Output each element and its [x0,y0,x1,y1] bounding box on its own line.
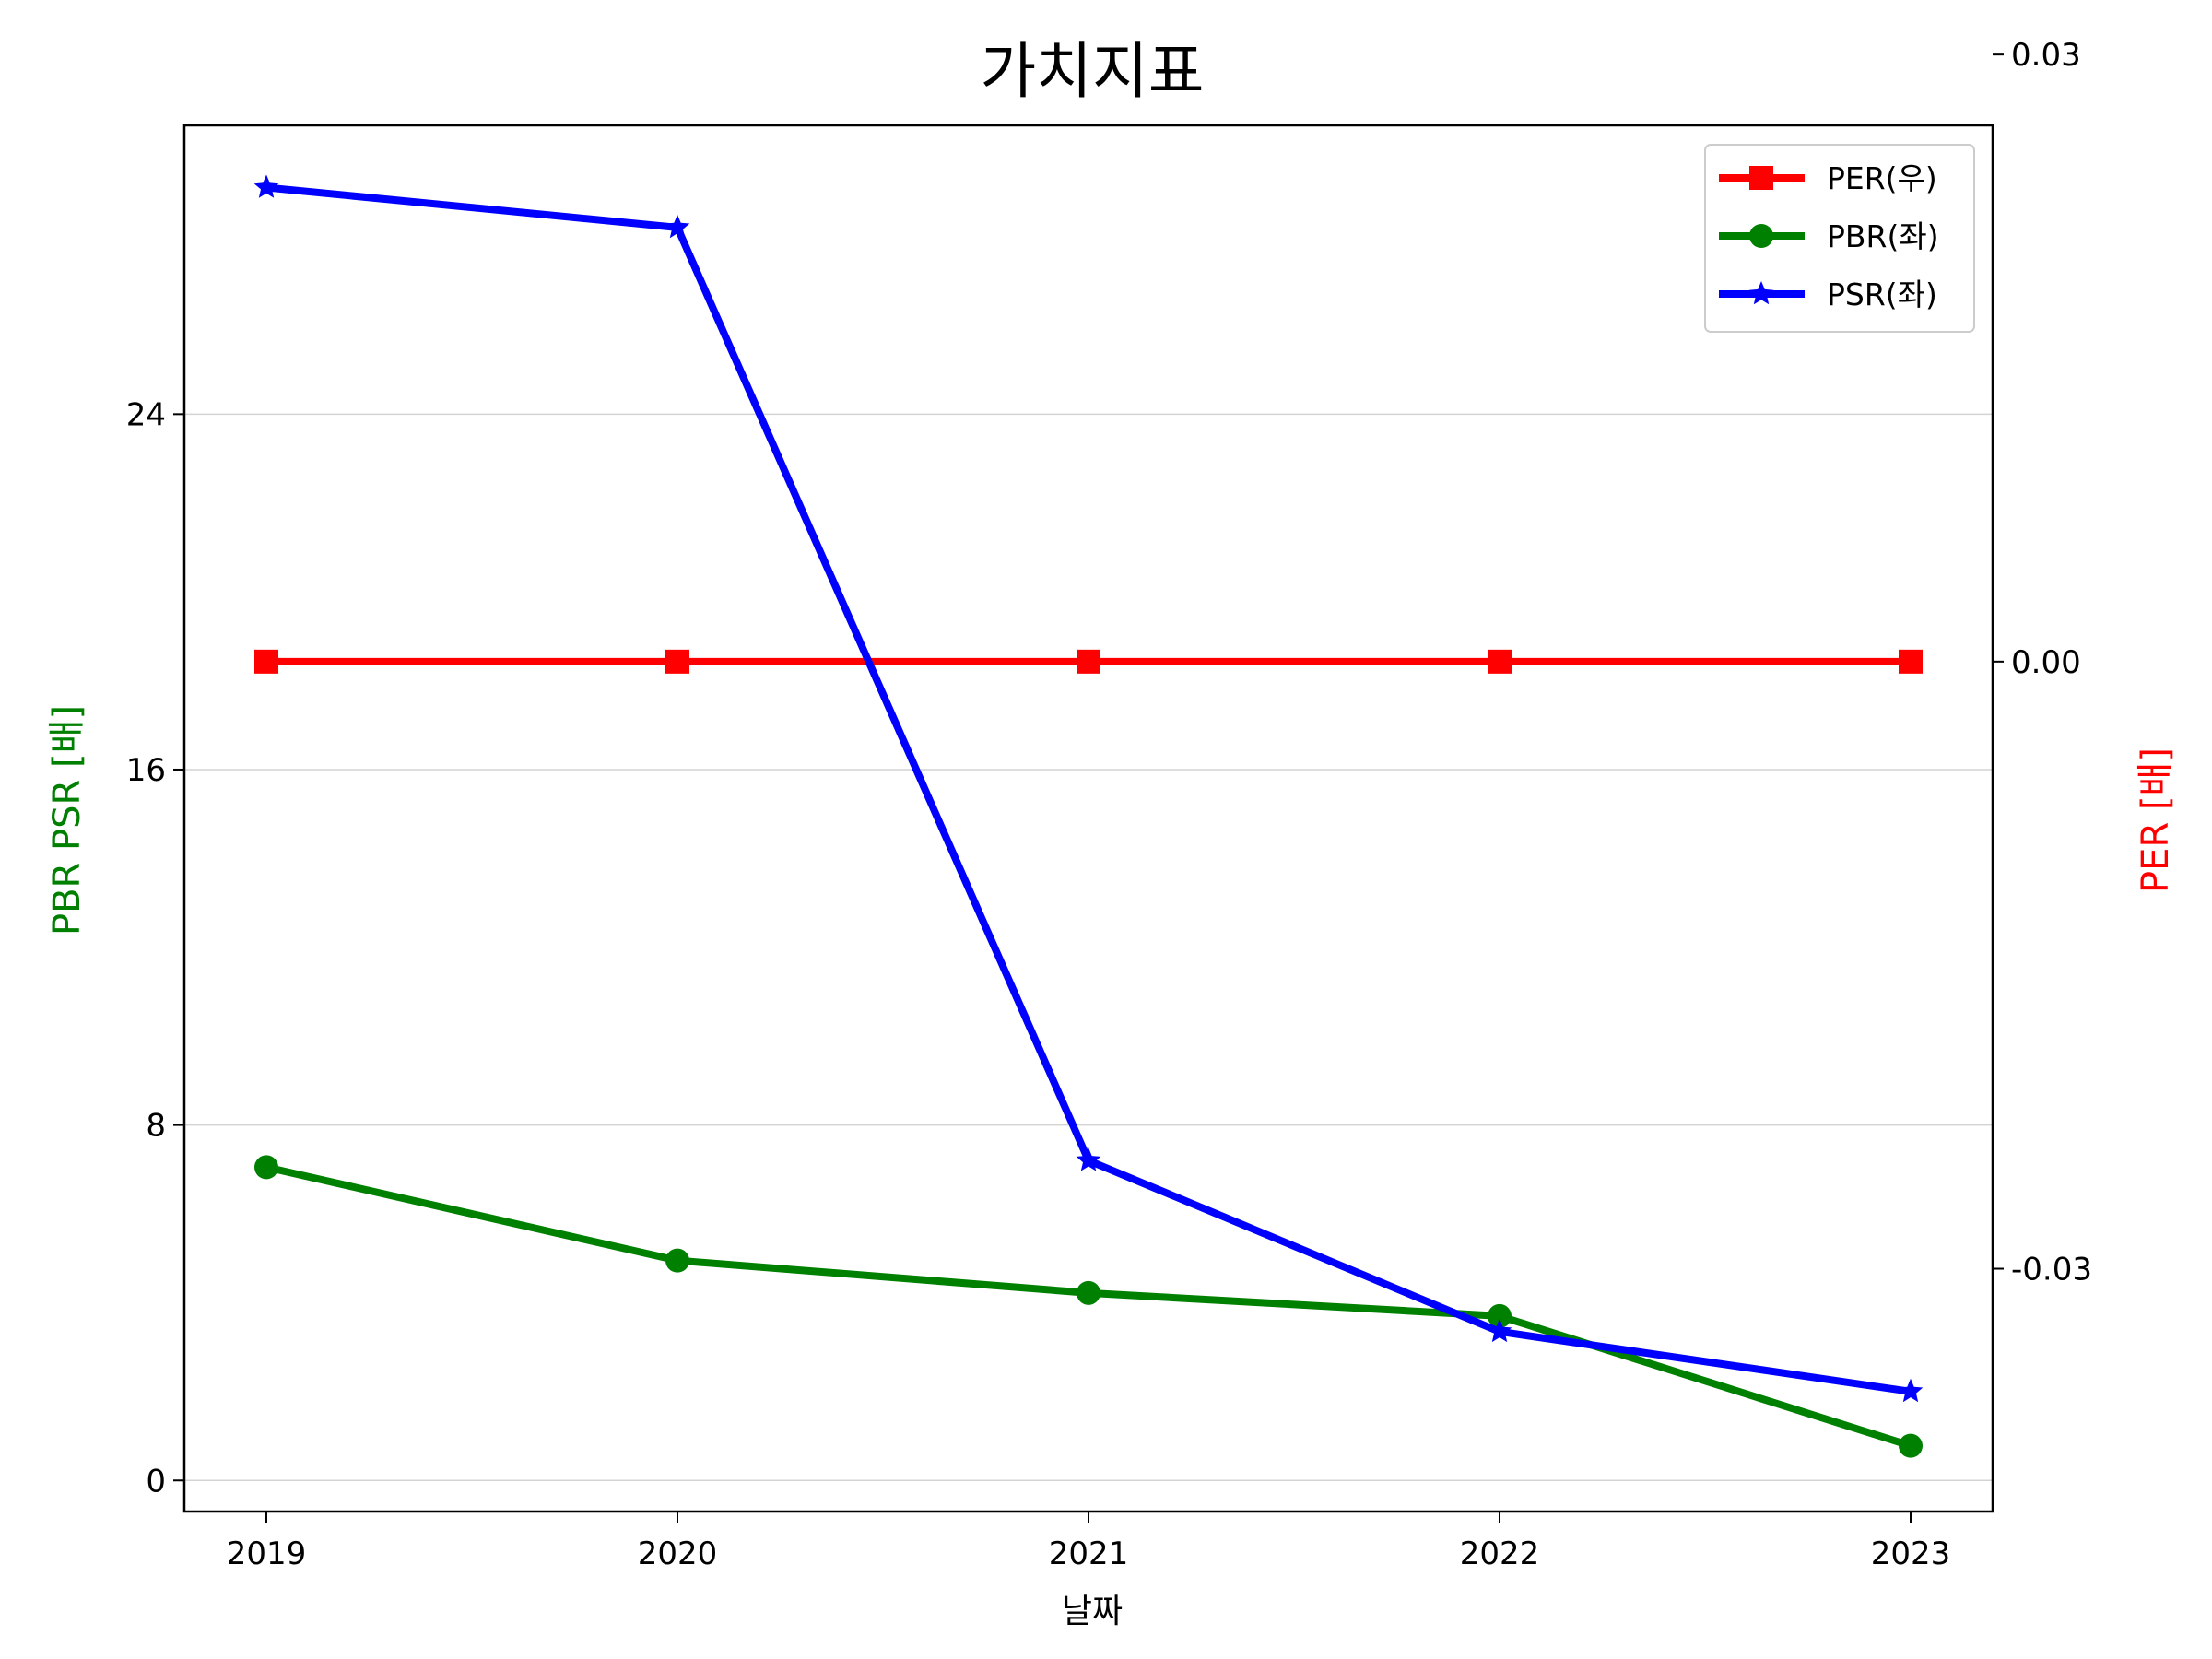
data-point [1899,1433,1923,1458]
right-tick-label: 0.03 [2011,37,2081,74]
chart-title: 가치지표 [981,36,1205,107]
left-axis-label: PBR PSR [배] [46,705,88,935]
data-point [1487,1318,1512,1343]
data-point [253,174,279,198]
series-layer [253,174,1924,1458]
x-tick-label: 2020 [638,1535,718,1572]
legend-item: PBR(좌) [1719,218,1939,254]
right-axis-label: PER [배] [2135,747,2177,893]
series-circle [254,1155,1923,1458]
series-star [253,174,1924,1403]
x-axis-label: 날짜 [1062,1593,1123,1630]
legend: PER(우) PBR(좌) PSR(좌) [1704,144,1975,333]
legend-item: PER(우) [1719,160,1937,196]
legend-box [1704,144,1975,333]
data-point [665,214,690,239]
legend-marker [1748,281,1774,305]
data-point [1488,1303,1512,1328]
data-point [1899,649,1923,674]
plot-frame [182,124,1994,1513]
x-tick-label: 2022 [1460,1535,1540,1572]
left-tick-label: 24 [126,396,166,433]
legend-label: PBR(좌) [1827,218,1939,254]
x-tick-label: 2021 [1049,1535,1129,1572]
data-point [665,1248,689,1273]
legend-label: PSR(좌) [1827,276,1937,312]
data-point [1898,1378,1924,1403]
left-tick-label: 16 [126,752,166,789]
right-tick-label: 0.00 [2011,644,2081,681]
right-axis-ticks: -0.03 0.00 0.03 [1993,37,2092,1288]
legend-marker [1749,166,1773,190]
x-axis-ticks: 2019 2020 2021 2022 2023 [227,1512,1951,1572]
series-square [254,649,1923,674]
grid-lines [184,413,1993,1482]
legend-label: PER(우) [1827,160,1937,196]
right-tick-label: -0.03 [2011,1252,2092,1288]
series-line [265,183,1912,1395]
x-tick-label: 2023 [1871,1535,1951,1572]
data-point [1077,649,1100,674]
series-line [265,1163,1912,1450]
data-point [1076,1147,1101,1171]
data-point [1488,649,1512,674]
legend-item: PSR(좌) [1719,276,1937,312]
data-point [1077,1280,1100,1305]
legend-marker [1749,224,1773,248]
data-point [254,1155,278,1180]
data-point [254,649,278,674]
left-tick-label: 8 [146,1108,166,1145]
data-point [665,649,689,674]
left-axis-ticks: 0 8 16 24 [126,396,184,1500]
left-tick-label: 0 [146,1463,166,1500]
x-tick-label: 2019 [227,1535,307,1572]
